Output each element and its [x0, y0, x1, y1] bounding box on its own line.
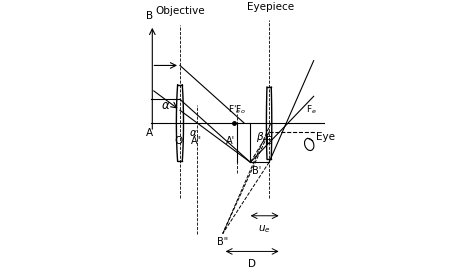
Text: Eye: Eye — [316, 132, 335, 142]
Text: A": A" — [191, 136, 202, 145]
Text: A: A — [146, 128, 153, 138]
Text: B": B" — [217, 237, 228, 247]
Text: E: E — [266, 136, 272, 145]
Text: D: D — [248, 259, 256, 269]
Text: $\alpha$: $\alpha$ — [189, 128, 198, 138]
Text: O: O — [174, 136, 182, 145]
Text: $\beta$: $\beta$ — [256, 130, 264, 144]
Text: B': B' — [252, 166, 261, 176]
Text: Objective: Objective — [155, 6, 205, 16]
Text: $u_e$: $u_e$ — [258, 223, 271, 235]
Text: F$_e$: F$_e$ — [306, 104, 318, 116]
Text: F$_o$: F$_o$ — [235, 104, 246, 116]
Text: Eyepiece: Eyepiece — [247, 2, 294, 12]
Text: F'$_e$: F'$_e$ — [228, 104, 241, 116]
Text: A': A' — [226, 136, 235, 145]
Text: B: B — [146, 11, 153, 22]
Text: $\alpha$: $\alpha$ — [161, 99, 171, 112]
